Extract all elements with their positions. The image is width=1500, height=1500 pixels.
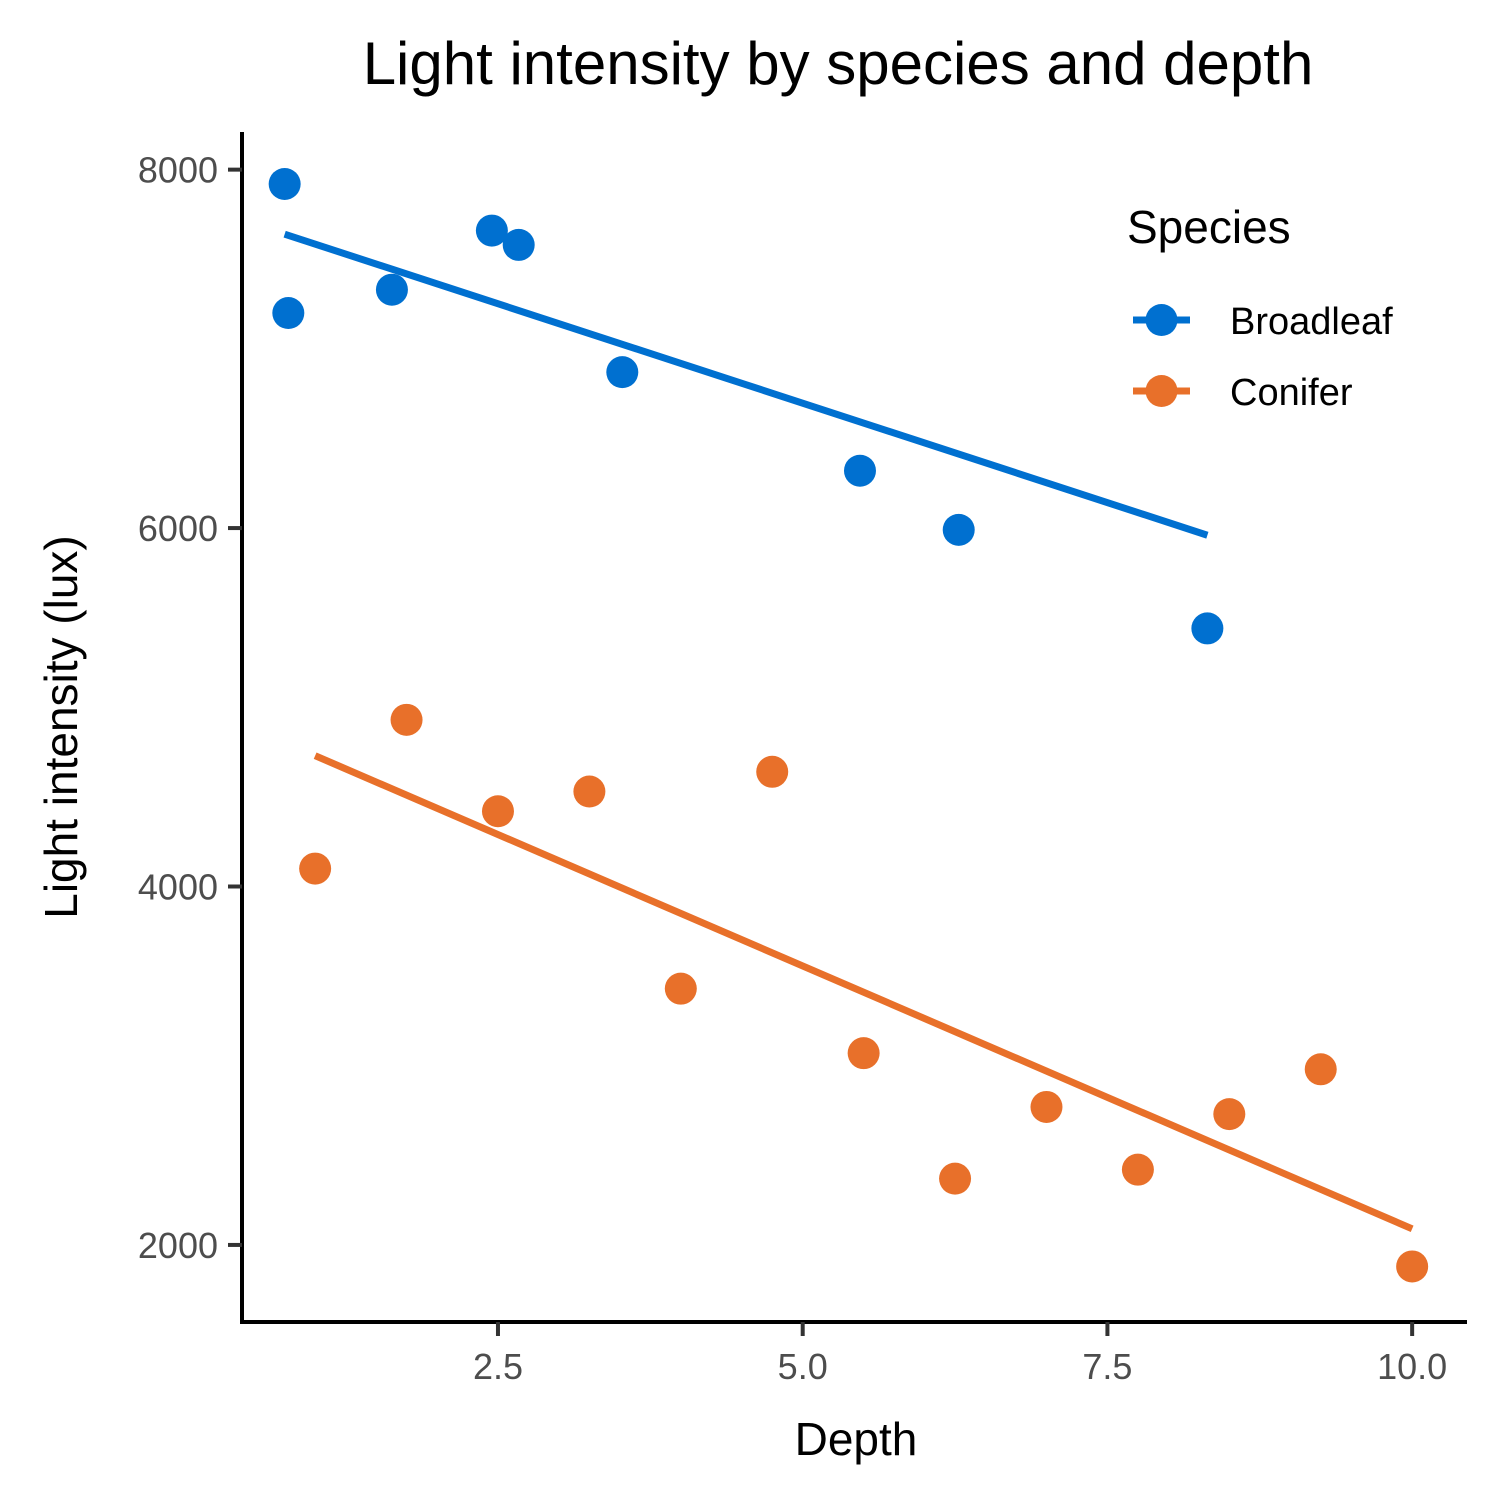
legend-key-point-broadleaf bbox=[1145, 304, 1178, 336]
conifer-point bbox=[299, 852, 332, 885]
legend: Species Broadleaf Conifer bbox=[1127, 201, 1393, 414]
broadleaf-point bbox=[375, 273, 408, 306]
data-points bbox=[268, 167, 1429, 1283]
broadleaf-point bbox=[942, 513, 975, 546]
legend-key-point-conifer bbox=[1145, 375, 1178, 407]
x-tick-label: 5.0 bbox=[778, 1346, 828, 1387]
broadleaf-point bbox=[502, 228, 535, 261]
conifer-point bbox=[573, 775, 606, 808]
broadleaf-point bbox=[272, 297, 305, 330]
y-tick-label: 2000 bbox=[138, 1225, 218, 1266]
y-axis-ticks: 2000 4000 6000 8000 bbox=[138, 150, 242, 1266]
conifer-point bbox=[1396, 1250, 1429, 1283]
x-axis-ticks: 2.5 5.0 7.5 10.0 bbox=[473, 1322, 1447, 1387]
legend-label-broadleaf: Broadleaf bbox=[1230, 301, 1393, 343]
fit-lines bbox=[283, 230, 1414, 1233]
broadleaf-point bbox=[1191, 612, 1224, 645]
conifer-trend-line bbox=[313, 752, 1414, 1233]
conifer-point bbox=[390, 703, 423, 736]
legend-title: Species bbox=[1127, 201, 1291, 253]
conifer-point bbox=[1304, 1053, 1337, 1086]
broadleaf-point bbox=[268, 167, 301, 200]
conifer-point bbox=[1213, 1098, 1246, 1131]
legend-label-conifer: Conifer bbox=[1230, 372, 1353, 414]
broadleaf-point bbox=[606, 356, 639, 389]
x-tick-label: 10.0 bbox=[1377, 1346, 1447, 1387]
broadleaf-point bbox=[475, 214, 508, 247]
x-tick-label: 2.5 bbox=[473, 1346, 523, 1387]
y-tick-label: 8000 bbox=[138, 150, 218, 191]
broadleaf-trend-line bbox=[283, 230, 1209, 539]
legend-items: Broadleaf Conifer bbox=[1133, 301, 1393, 414]
x-axis-title: Depth bbox=[795, 1413, 918, 1465]
conifer-point bbox=[847, 1037, 880, 1070]
x-tick-label: 7.5 bbox=[1082, 1346, 1132, 1387]
y-axis-title: Light intensity (lux) bbox=[35, 535, 87, 919]
broadleaf-point bbox=[843, 454, 876, 487]
conifer-point bbox=[939, 1162, 972, 1195]
y-tick-label: 4000 bbox=[138, 867, 218, 908]
y-tick-label: 6000 bbox=[138, 508, 218, 549]
conifer-point bbox=[664, 972, 697, 1005]
chart-title: Light intensity by species and depth bbox=[363, 30, 1314, 97]
conifer-point bbox=[1030, 1090, 1063, 1123]
conifer-point bbox=[756, 755, 789, 788]
conifer-point bbox=[1121, 1153, 1154, 1186]
conifer-point bbox=[481, 795, 514, 828]
